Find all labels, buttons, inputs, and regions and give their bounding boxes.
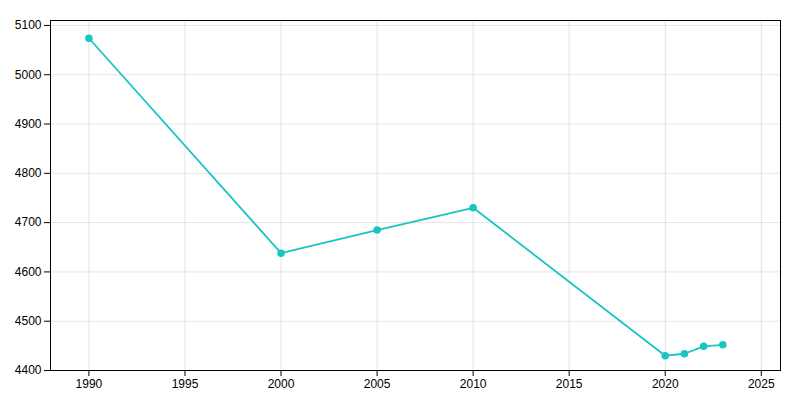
svg-text:2010: 2010: [460, 377, 487, 391]
svg-text:5100: 5100: [15, 18, 42, 32]
svg-text:4800: 4800: [15, 166, 42, 180]
svg-text:4700: 4700: [15, 215, 42, 229]
svg-text:2025: 2025: [748, 377, 775, 391]
svg-text:4600: 4600: [15, 265, 42, 279]
svg-text:2000: 2000: [268, 377, 295, 391]
svg-text:5000: 5000: [15, 68, 42, 82]
svg-text:4400: 4400: [15, 363, 42, 377]
svg-text:2005: 2005: [364, 377, 391, 391]
svg-text:1990: 1990: [76, 377, 103, 391]
svg-text:2015: 2015: [556, 377, 583, 391]
svg-text:4500: 4500: [15, 314, 42, 328]
svg-text:1995: 1995: [172, 377, 199, 391]
svg-text:2020: 2020: [652, 377, 679, 391]
svg-text:4900: 4900: [15, 117, 42, 131]
